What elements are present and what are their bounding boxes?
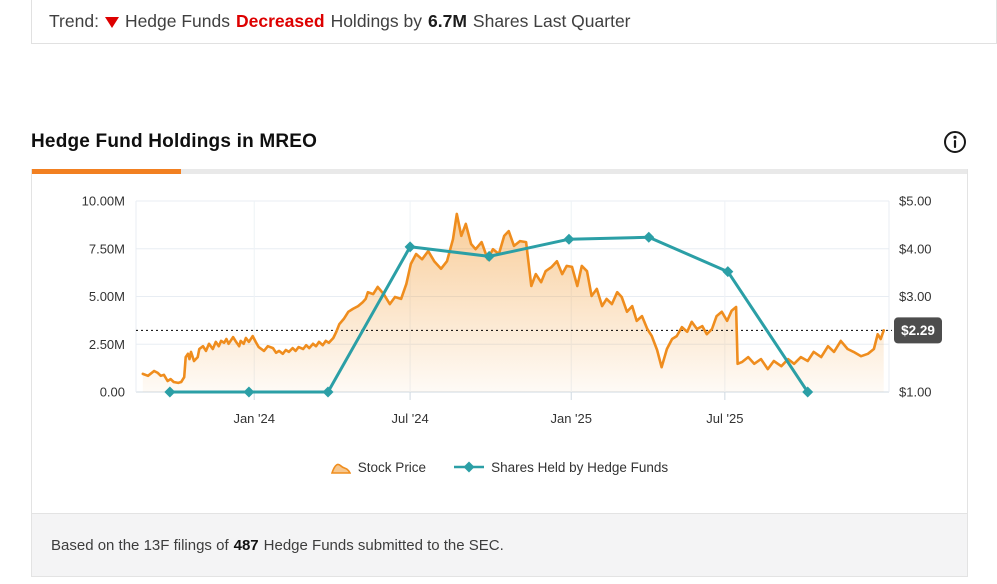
trend-amount: 6.7M — [428, 11, 467, 31]
panel-loading-bar-fill — [32, 169, 181, 174]
panel-loading-bar — [32, 169, 967, 174]
footnote: Based on the 13F filings of 487 Hedge Fu… — [31, 514, 968, 577]
trend-text-after: Shares Last Quarter — [472, 11, 631, 31]
diamond-marker — [483, 250, 495, 262]
diamond-marker — [164, 386, 176, 398]
y-left-tick-label: 10.00M — [82, 194, 125, 209]
legend-label-shares-held: Shares Held by Hedge Funds — [491, 459, 669, 475]
diamond-marker — [404, 241, 416, 253]
chart-canvas[interactable]: Jan '24 Jul '24 Jan '25 Jul '25 0.00 2.50M 5.0… — [32, 174, 967, 446]
stock-price-area — [142, 213, 884, 392]
section-header: Hedge Fund Holdings in MREO — [31, 128, 968, 156]
y-left-tick-label: 7.50M — [89, 241, 125, 256]
diamond-marker — [643, 231, 655, 243]
x-tick-label: Jan '25 — [550, 411, 592, 426]
y-left-tick-label: 0.00 — [100, 385, 125, 400]
diamond-marker — [722, 266, 734, 278]
legend-item-shares-held[interactable]: Shares Held by Hedge Funds — [454, 460, 668, 475]
y-right-tick-label: $3.00 — [899, 289, 932, 304]
chart-legend: Stock Price Shares Held by Hedge Funds — [32, 454, 967, 480]
down-triangle-icon — [104, 17, 119, 28]
diamond-marker — [322, 386, 334, 398]
trend-text-middle: Holdings by — [330, 11, 423, 31]
footnote-text-before: Based on the 13F filings of — [51, 536, 229, 554]
y-right-tick-label: $1.00 — [899, 385, 932, 400]
page-title: Hedge Fund Holdings in MREO — [31, 131, 318, 152]
footnote-count: 487 — [233, 536, 259, 554]
area-series-icon — [330, 463, 351, 474]
x-tick-label: Jul '25 — [706, 411, 743, 426]
trend-text-before: Hedge Funds — [124, 11, 231, 31]
footnote-text-after: Hedge Funds submitted to the SEC. — [263, 536, 504, 554]
trend-banner: Trend: Hedge Funds Decreased Holdings by… — [31, 0, 997, 44]
x-tick-label: Jan '24 — [233, 411, 275, 426]
info-icon[interactable] — [942, 129, 968, 155]
x-tick-label: Jul '24 — [392, 411, 429, 426]
diamond-marker — [563, 233, 575, 245]
chart-panel: Jan '24 Jul '24 Jan '25 Jul '25 0.00 2.50M 5.0… — [31, 169, 968, 514]
legend-label-stock-price: Stock Price — [357, 459, 427, 475]
diamond-marker — [243, 386, 255, 398]
trend-label: Trend: — [49, 11, 99, 31]
legend-item-stock-price[interactable]: Stock Price — [330, 459, 427, 475]
current-price-badge-label: $2.29 — [901, 323, 935, 338]
diamond-series-icon — [454, 461, 485, 473]
diamond-marker — [802, 386, 814, 398]
y-right-tick-label: $5.00 — [899, 194, 932, 209]
y-left-tick-label: 5.00M — [89, 289, 125, 304]
trend-highlight: Decreased — [236, 11, 325, 31]
y-left-tick-label: 2.50M — [89, 337, 125, 352]
current-price-badge — [894, 317, 942, 344]
y-right-tick-label: $4.00 — [899, 241, 932, 256]
stock-price-series — [141, 212, 885, 385]
